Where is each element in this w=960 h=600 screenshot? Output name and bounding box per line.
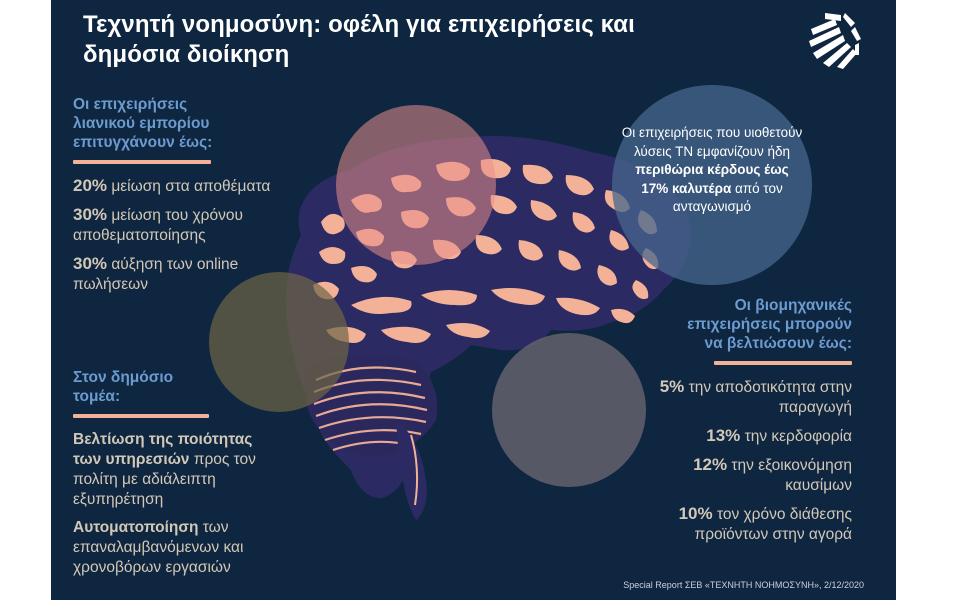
retail-heading-line: λιανικού εμπορίου	[73, 115, 210, 132]
highlight-bubble-text: Οι επιχειρήσεις που υιοθετούν λύσεις ΤΝ …	[620, 124, 804, 217]
industry-heading-line: επιχειρήσεις μπορούν	[687, 316, 852, 333]
source-citation: Special Report ΣΕΒ «ΤΕΧΝΗΤΗ ΝΟΗΜΟΣΥΝΗ», …	[623, 580, 864, 590]
retail-heading-line: επιτυγχάνουν έως:	[73, 134, 213, 151]
retail-divider	[73, 160, 211, 164]
industry-stat: 5% την αποδοτικότητα στην παραγωγή	[592, 377, 852, 418]
industry-section: Οι βιομηχανικές επιχειρήσεις μπορούν να …	[592, 296, 852, 545]
public-sector-section: Στον δημόσιο τομέα: Βελτίωση της ποιότητ…	[73, 368, 323, 578]
public-sector-item: Αυτοματοποίηση των επαναλαμβανόμενων και…	[73, 518, 283, 578]
retail-section: Οι επιχειρήσεις λιανικού εμπορίου επιτυγ…	[73, 95, 303, 295]
stat-text: μείωση του χρόνου αποθεματοποίησης	[73, 207, 243, 244]
industry-stat: 12% την εξοικονόμηση καυσίμων	[592, 455, 852, 496]
highlight-bubble	[612, 85, 812, 285]
stat-value: 13%	[706, 426, 741, 445]
public-sector-divider	[73, 414, 209, 418]
item-bold: Αυτοματοποίηση	[73, 519, 199, 536]
public-sector-heading: Στον δημόσιο τομέα:	[73, 368, 323, 406]
stat-text: την αποδοτικότητα στην παραγωγή	[688, 379, 852, 416]
public-heading-line: τομέα:	[73, 388, 121, 405]
public-sector-item: Βελτίωση της ποιότητας των υπηρεσιών προ…	[73, 430, 283, 510]
bubble-text-after: από τον ανταγωνισμό	[672, 180, 783, 215]
retail-stat: 30% αύξηση των online πωλήσεων	[73, 254, 273, 295]
retail-stat: 30% μείωση του χρόνου αποθεματοποίησης	[73, 205, 273, 246]
overlay-circle-pink	[336, 105, 496, 265]
stat-value: 12%	[693, 455, 728, 474]
sphere-logo-icon	[809, 13, 861, 69]
industry-heading-line: να βελτιώσουν έως:	[704, 335, 852, 352]
item-text: των επαναλαμβανόμενων και χρονοβόρων εργ…	[73, 519, 244, 576]
item-bold: Βελτίωση της ποιότητας των υπηρεσιών	[73, 431, 253, 468]
bubble-text-bold: περιθώρια κέρδους έως 17% καλυτέρα	[635, 162, 789, 196]
stat-text: την κερδοφορία	[744, 428, 852, 445]
industry-stat: 13% την κερδοφορία	[592, 426, 852, 447]
stat-text: την εξοικονόμηση καυσίμων	[731, 457, 852, 494]
stat-text: αύξηση των online πωλήσεων	[73, 256, 239, 293]
industry-heading: Οι βιομηχανικές επιχειρήσεις μπορούν να …	[592, 296, 852, 353]
bubble-text-before: Οι επιχειρήσεις που υιοθετούν λύσεις ΤΝ …	[621, 125, 803, 159]
stat-text: τον χρόνο διάθεσης προϊόντων στην αγορά	[694, 506, 852, 543]
public-heading-line: Στον δημόσιο	[73, 369, 174, 386]
brain-illustration	[209, 105, 691, 520]
industry-stat: 10% τον χρόνο διάθεσης προϊόντων στην αγ…	[592, 504, 852, 545]
stat-value: 5%	[659, 377, 685, 396]
retail-stat: 20% μείωση στα αποθέματα	[73, 176, 303, 197]
stat-text: μείωση στα αποθέματα	[111, 178, 271, 195]
stat-value: 30%	[73, 205, 108, 224]
stat-value: 20%	[73, 176, 108, 195]
overlay-circle-grey	[492, 333, 646, 487]
stat-value: 10%	[678, 504, 713, 523]
title-line-2: δημόσια διοίκηση	[83, 41, 290, 68]
item-text: προς τον πολίτη με αδιάλειπτη εξυπηρέτησ…	[73, 451, 256, 508]
page-title: Τεχνητή νοημοσύνη: οφέλη για επιχειρήσει…	[83, 10, 783, 70]
retail-heading: Οι επιχειρήσεις λιανικού εμπορίου επιτυγ…	[73, 95, 303, 152]
industry-heading-line: Οι βιομηχανικές	[734, 297, 852, 314]
retail-heading-line: Οι επιχειρήσεις	[73, 96, 188, 113]
industry-divider	[714, 361, 852, 365]
title-line-1: Τεχνητή νοημοσύνη: οφέλη για επιχειρήσει…	[83, 11, 635, 38]
infographic-panel: Τεχνητή νοημοσύνη: οφέλη για επιχειρήσει…	[51, 0, 896, 600]
stat-value: 30%	[73, 254, 108, 273]
overlay-circle-olive	[209, 272, 349, 412]
